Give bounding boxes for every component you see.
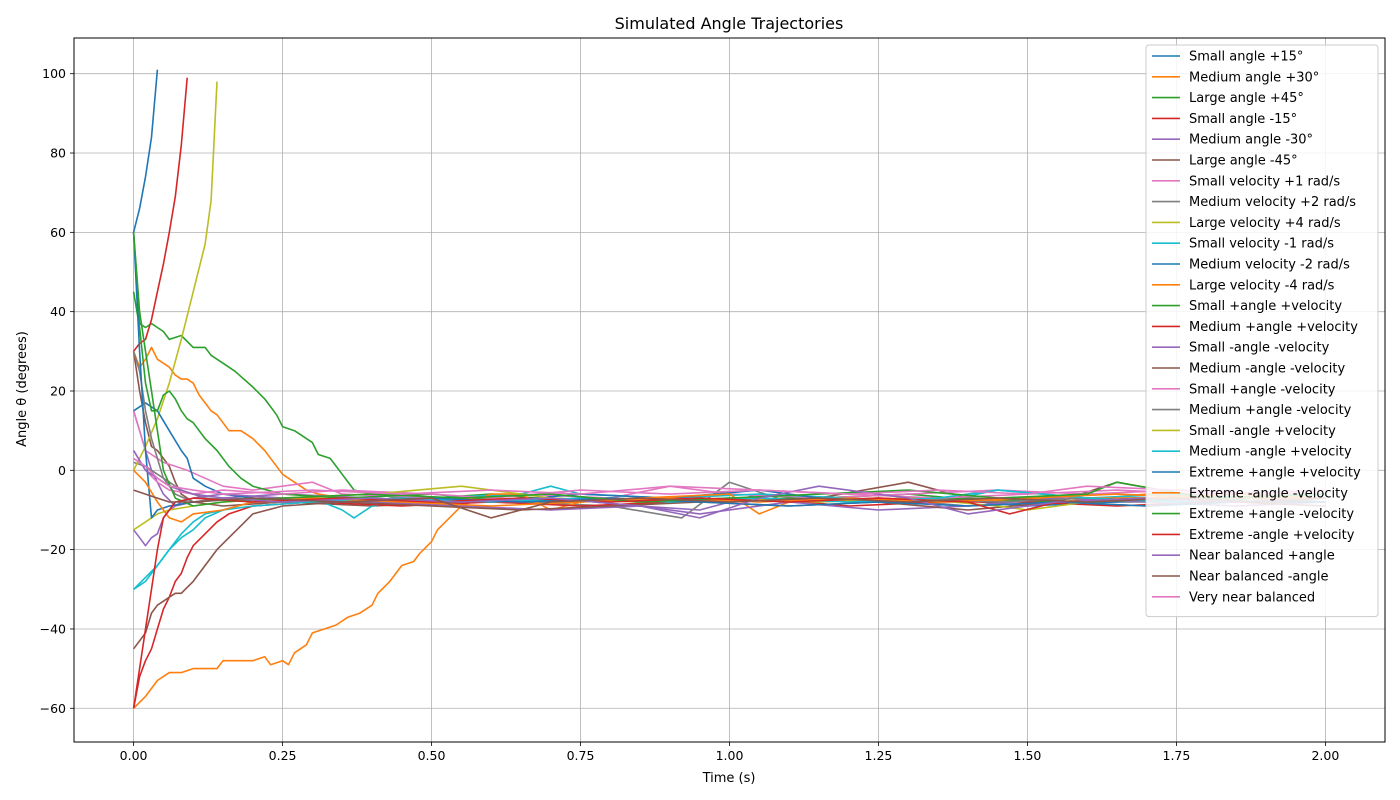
x-tick-label: 1.50 [1014,748,1042,763]
legend-label: Extreme -angle -velocity [1189,486,1348,501]
legend-label: Extreme +angle -velocity [1189,507,1354,522]
series-line [133,457,1326,495]
series-line [133,489,1326,519]
y-tick-label: 40 [50,304,66,319]
series-line [132,69,159,233]
chart-title: Simulated Angle Trajectories [615,14,844,33]
y-tick-label: 60 [50,225,66,240]
legend-label: Near balanced -angle [1189,570,1329,585]
legend-label: Small +angle +velocity [1189,299,1342,314]
plot-lines [132,69,1326,709]
legend-label: Medium -angle -velocity [1189,362,1345,377]
series-line [132,493,1326,547]
y-tick-label: −20 [40,542,66,557]
x-tick-label: 0.25 [269,748,297,763]
legend-label: Large velocity +4 rad/s [1189,216,1341,231]
legend-label: Medium +angle -velocity [1189,403,1352,418]
legend-label: Small angle +15° [1189,50,1303,65]
x-axis: 0.00 0.25 0.50 0.75 1.00 1.25 1.50 1.75 2.00 [120,742,1339,763]
x-tick-label: 0.50 [418,748,446,763]
legend-label: Small -angle +velocity [1189,424,1336,439]
legend-label: Medium angle +30° [1189,70,1319,85]
series-line [132,501,1326,650]
series-line [132,497,1326,709]
legend-label: Near balanced +angle [1189,549,1335,564]
legend-label: Extreme +angle +velocity [1189,466,1361,481]
legend-label: Extreme -angle +velocity [1189,528,1355,543]
y-axis-label: Angle θ (degrees) [15,331,30,447]
legend-box [1145,44,1379,618]
legend: Small angle +15° Medium angle +30° Large a… [1145,44,1379,618]
y-tick-label: −60 [40,701,66,716]
series-line [133,489,1326,590]
legend-label: Small +angle -velocity [1189,382,1336,397]
legend-label: Large velocity -4 rad/s [1189,278,1335,293]
x-axis-label: Time (s) [702,771,756,786]
x-tick-label: 0.75 [567,748,595,763]
series-line [132,77,188,352]
legend-label: Medium -angle +velocity [1189,445,1352,460]
y-tick-label: −40 [40,621,66,636]
x-tick-label: 1.25 [865,748,893,763]
y-tick-label: 20 [50,383,66,398]
legend-label: Small velocity -1 rad/s [1189,237,1334,252]
x-tick-label: 1.75 [1163,748,1191,763]
y-tick-label: 80 [50,146,66,161]
legend-label: Small velocity +1 rad/s [1189,174,1340,189]
y-tick-label: 0 [58,463,66,478]
legend-label: Medium velocity -2 rad/s [1189,258,1350,273]
y-axis: −60 −40 −20 0 20 40 60 80 100 [40,66,74,716]
legend-label: Medium +angle +velocity [1189,320,1358,335]
y-tick-label: 100 [42,66,66,81]
legend-label: Medium angle -30° [1189,133,1313,148]
legend-label: Very near balanced [1189,590,1315,605]
legend-label: Large angle +45° [1189,91,1304,106]
legend-label: Small angle -15° [1189,112,1297,127]
legend-label: Medium velocity +2 rad/s [1189,195,1356,210]
series-line [132,232,1326,507]
x-tick-label: 1.00 [716,748,744,763]
series-line [132,81,218,471]
legend-label: Large angle -45° [1189,154,1298,169]
legend-label: Small -angle -velocity [1189,341,1330,356]
x-tick-label: 0.00 [120,748,148,763]
x-tick-label: 2.00 [1311,748,1339,763]
